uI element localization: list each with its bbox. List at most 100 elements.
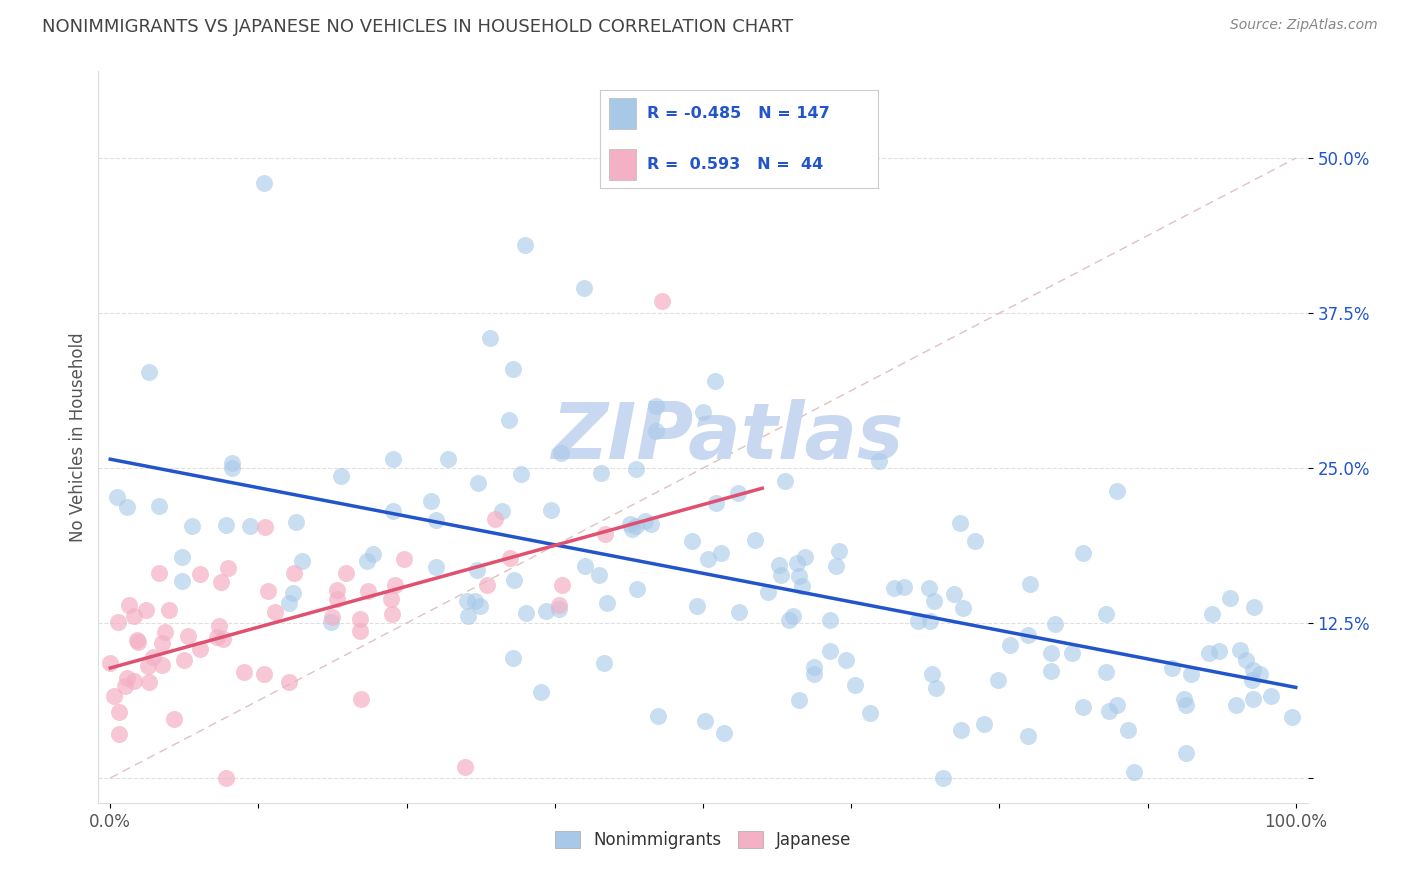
Point [574,281,596,295]
Point [703,374,725,388]
Point [180,519,202,533]
Point [188,642,211,657]
Point [592,656,614,670]
Point [465,563,488,577]
Point [858,706,880,721]
Point [321,610,343,624]
Point [215,518,238,533]
Point [321,615,343,630]
Point [335,566,357,581]
Point [644,399,666,413]
Point [437,452,460,467]
Point [278,596,301,610]
Point [943,587,966,601]
Point [1040,646,1063,660]
Point [1201,607,1223,622]
Point [114,680,136,694]
Point [172,549,194,564]
Point [107,615,129,629]
Point [692,405,714,419]
Point [118,599,141,613]
Point [1071,700,1094,714]
Point [148,500,170,514]
Point [150,657,173,672]
Point [1160,661,1182,675]
Point [425,560,447,574]
Point [1240,673,1263,688]
Point [907,614,929,628]
Point [475,578,498,592]
Point [868,454,890,468]
Point [100,657,122,671]
Point [640,516,662,531]
Point [330,468,353,483]
Point [253,176,276,190]
Point [794,549,817,564]
Point [1060,646,1083,660]
Point [277,674,299,689]
Point [1198,646,1220,660]
Point [105,490,128,504]
Point [1071,546,1094,560]
Point [593,527,616,541]
Point [820,644,842,658]
Text: ZIPatlas: ZIPatlas [551,399,903,475]
Point [454,760,477,774]
Point [108,727,131,741]
Point [457,608,479,623]
Point [177,629,200,643]
Point [820,613,842,627]
Point [1173,692,1195,706]
Point [787,569,810,583]
Point [326,591,349,606]
Point [215,771,238,785]
Point [502,362,524,376]
Point [173,652,195,666]
Point [468,599,491,614]
Point [136,658,159,673]
Point [1019,577,1042,591]
Point [883,581,905,595]
Point [127,633,149,648]
Point [291,554,314,568]
Point [1225,698,1247,712]
Point [769,568,792,582]
Point [326,583,349,598]
Point [419,493,441,508]
Point [1122,764,1144,779]
Point [350,691,373,706]
Point [634,514,657,528]
Point [1241,663,1264,677]
Point [713,725,735,739]
Point [253,667,276,681]
Point [153,625,176,640]
Point [208,619,231,633]
Point [1249,666,1271,681]
Point [626,582,648,596]
Point [704,496,727,510]
Point [530,685,553,699]
Point [384,578,406,592]
Point [394,552,416,566]
Point [773,474,796,488]
Point [163,712,186,726]
Point [1017,628,1039,642]
Point [1260,689,1282,703]
Y-axis label: No Vehicles in Household: No Vehicles in Household [69,332,87,542]
Point [115,500,138,515]
Point [484,511,506,525]
Point [138,365,160,379]
Point [456,593,478,607]
Legend: Nonimmigrants, Japanese: Nonimmigrants, Japanese [554,831,852,849]
Point [949,516,972,530]
Point [233,665,256,680]
Point [1098,705,1121,719]
Point [357,584,380,599]
Point [1243,599,1265,614]
Point [1095,607,1118,621]
Point [710,546,733,560]
Point [135,603,157,617]
Point [624,461,647,475]
Text: Source: ZipAtlas.com: Source: ZipAtlas.com [1230,18,1378,32]
Point [548,598,571,612]
